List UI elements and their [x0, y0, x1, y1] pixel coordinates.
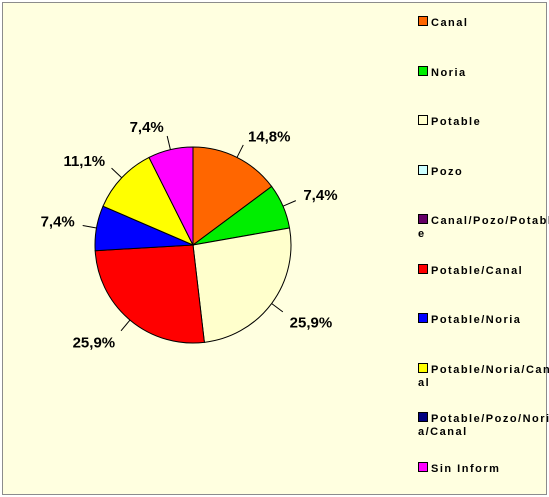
legend-swatch [418, 313, 428, 323]
data-label: 14,8% [248, 129, 291, 146]
legend-swatch [418, 214, 428, 224]
legend-entry: Potable [418, 115, 549, 129]
legend-swatch [418, 164, 428, 175]
data-label: 25,9% [290, 314, 333, 331]
pie-slice [148, 146, 194, 246]
legend-label: Potable/Canal [431, 264, 524, 277]
legend-entry: Potable/Pozo/Noria/Canal [418, 412, 549, 439]
legend-swatch [418, 412, 428, 422]
pie-slice [94, 244, 205, 344]
leader-line [166, 135, 171, 150]
leader-line [282, 200, 297, 207]
legend-swatch [418, 263, 428, 274]
legend-label: Pozo [431, 165, 464, 178]
leader-line [271, 303, 284, 313]
data-label: 11,1% [63, 153, 105, 170]
legend-label: Potable/Pozo/Noria/Canal [418, 413, 549, 438]
pie-slice [102, 156, 195, 247]
legend-entry: Potable/Noria/Canal [418, 362, 549, 390]
legend-entry: Canal/Pozo/Potable [418, 214, 549, 241]
legend-entry: Potable/Canal [418, 263, 549, 278]
legend-entry: Sin Inform [418, 461, 549, 476]
legend-entry: Potable/Noria [418, 313, 549, 327]
legend-swatch [418, 115, 428, 125]
legend-label: Canal/Pozo/Potable [418, 215, 549, 240]
leader-line [120, 319, 131, 332]
data-label: 7,4% [130, 119, 164, 136]
legend-label: Potable [431, 116, 482, 128]
legend-entry: Pozo [418, 164, 549, 179]
leader-line [111, 167, 123, 179]
legend-swatch [418, 461, 428, 472]
legend-swatch [418, 16, 428, 26]
legend-label: Potable/Noria/Canal [418, 363, 549, 389]
legend-entry: Canal [418, 16, 549, 30]
leader-line [82, 225, 97, 229]
legend-label: Potable/Noria [431, 314, 522, 326]
data-label: 25,9% [73, 334, 116, 351]
legend-entry: Noria [418, 65, 549, 80]
data-label: 7,4% [41, 213, 75, 230]
legend-swatch [418, 362, 428, 373]
legend-label: Sin Inform [431, 462, 501, 475]
data-label: 7,4% [303, 187, 337, 204]
pie-slice [192, 227, 292, 343]
legend-swatch [418, 65, 428, 76]
legend-label: Noria [431, 66, 467, 79]
leader-line [236, 144, 244, 158]
legend-label: Canal [431, 17, 469, 29]
